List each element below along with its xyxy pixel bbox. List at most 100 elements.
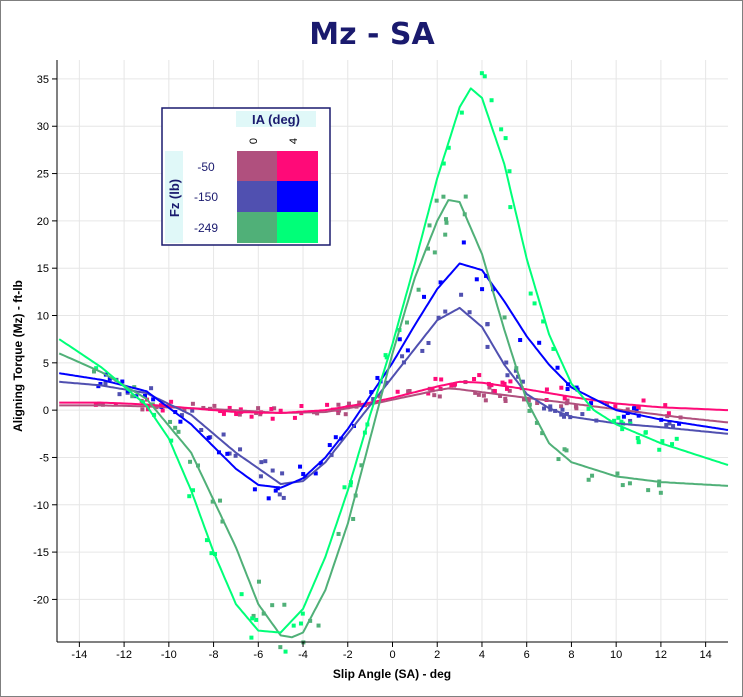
scatter-point bbox=[291, 623, 296, 628]
scatter-point bbox=[483, 398, 488, 403]
scatter-point bbox=[674, 436, 679, 441]
scatter-point bbox=[298, 621, 303, 626]
scatter-point bbox=[261, 611, 266, 616]
scatter-point bbox=[499, 127, 504, 132]
scatter-point bbox=[520, 379, 525, 384]
scatter-point bbox=[169, 399, 174, 404]
scatter-point bbox=[221, 432, 226, 437]
scatter-point bbox=[507, 388, 512, 393]
scatter-point bbox=[677, 421, 682, 426]
scatter-point bbox=[449, 383, 454, 388]
scatter-point bbox=[504, 360, 509, 365]
scatter-point bbox=[489, 98, 494, 103]
scatter-point bbox=[507, 169, 512, 174]
scatter-point bbox=[620, 483, 625, 488]
x-tick-label: 14 bbox=[700, 649, 712, 661]
scatter-point bbox=[233, 453, 238, 458]
scatter-point bbox=[559, 385, 564, 390]
legend-column-label: 4 bbox=[288, 138, 300, 144]
scatter-point bbox=[383, 353, 388, 358]
scatter-point bbox=[436, 315, 441, 320]
scatter-point bbox=[432, 393, 437, 398]
scatter-point bbox=[283, 649, 288, 654]
scatter-point bbox=[542, 406, 547, 411]
scatter-point bbox=[259, 460, 264, 465]
scatter-point bbox=[667, 421, 672, 426]
scatter-point bbox=[541, 319, 546, 324]
scatter-point bbox=[500, 380, 505, 385]
scatter-point bbox=[621, 414, 626, 419]
scatter-point bbox=[169, 438, 174, 443]
scatter-point bbox=[143, 393, 148, 398]
x-tick-label: 6 bbox=[524, 649, 530, 661]
scatter-point bbox=[438, 280, 443, 285]
scatter-point bbox=[395, 389, 400, 394]
scatter-point bbox=[209, 551, 214, 556]
scatter-point bbox=[258, 474, 263, 479]
fit-curve bbox=[58, 199, 729, 639]
scatter-point bbox=[407, 389, 412, 394]
x-tick-label: -10 bbox=[161, 649, 177, 661]
scatter-point bbox=[103, 381, 108, 386]
scatter-point bbox=[187, 494, 192, 499]
scatter-point bbox=[636, 405, 641, 410]
y-tick-label: 15 bbox=[37, 263, 49, 275]
scatter-point bbox=[336, 402, 341, 407]
scatter-point bbox=[221, 411, 226, 416]
scatter-point bbox=[220, 519, 225, 524]
legend-row-label: -249 bbox=[194, 221, 218, 235]
scatter-point bbox=[96, 401, 101, 406]
y-tick-label: 35 bbox=[37, 74, 49, 86]
scatter-point bbox=[173, 425, 178, 430]
scatter-point bbox=[120, 379, 125, 384]
scatter-point bbox=[318, 461, 323, 466]
legend-swatch bbox=[277, 212, 318, 243]
scatter-point bbox=[346, 401, 351, 406]
scatter-point bbox=[149, 386, 154, 391]
scatter-point bbox=[441, 194, 446, 199]
scatter-point bbox=[628, 418, 633, 423]
scatter-point bbox=[544, 387, 549, 392]
x-tick-label: -12 bbox=[116, 649, 132, 661]
scatter-point bbox=[427, 223, 432, 228]
scatter-point bbox=[281, 495, 286, 500]
legend-row-label: -50 bbox=[197, 160, 215, 174]
scatter-point bbox=[375, 375, 380, 380]
scatter-point bbox=[210, 499, 215, 504]
scatter-point bbox=[405, 348, 410, 353]
legend-column-title-bg bbox=[236, 111, 316, 127]
scatter-point bbox=[590, 473, 595, 478]
scatter-point bbox=[476, 392, 481, 397]
scatter-point bbox=[502, 315, 507, 320]
scatter-point bbox=[432, 250, 437, 255]
fit-curve bbox=[59, 380, 728, 414]
chart-title: Mz - SA bbox=[309, 17, 435, 52]
scatter-point bbox=[282, 602, 287, 607]
x-tick-label: 10 bbox=[610, 649, 622, 661]
scatter-point bbox=[238, 407, 243, 412]
scatter-point bbox=[188, 459, 193, 464]
scatter-point bbox=[666, 411, 671, 416]
scatter-point bbox=[256, 579, 261, 584]
scatter-point bbox=[227, 405, 232, 410]
scatter-point bbox=[562, 396, 567, 401]
y-tick-label: 25 bbox=[37, 169, 49, 181]
scatter-point bbox=[336, 411, 341, 416]
scatter-point bbox=[526, 398, 531, 403]
scatter-point bbox=[237, 412, 242, 417]
scatter-point bbox=[487, 385, 492, 390]
scatter-point bbox=[518, 338, 523, 343]
scatter-point bbox=[559, 404, 564, 409]
scatter-point bbox=[98, 381, 103, 386]
scatter-point bbox=[480, 287, 485, 292]
scatter-point bbox=[348, 483, 353, 488]
scatter-point bbox=[313, 471, 318, 476]
scatter-point bbox=[473, 390, 478, 395]
scatter-point bbox=[218, 498, 223, 503]
scatter-point bbox=[459, 292, 464, 297]
scatter-point bbox=[646, 488, 651, 493]
y-tick-label: -15 bbox=[33, 547, 49, 559]
scatter-point bbox=[278, 645, 283, 650]
y-tick-label: 0 bbox=[43, 405, 49, 417]
scatter-point bbox=[404, 320, 409, 325]
